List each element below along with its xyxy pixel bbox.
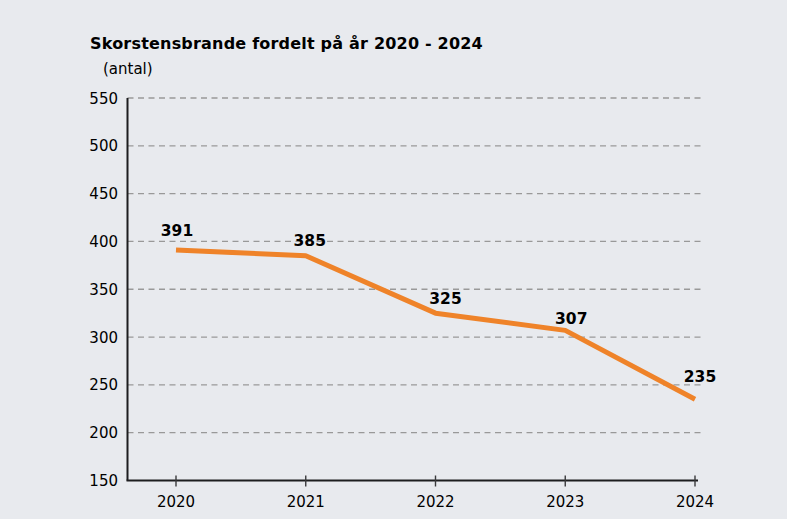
line-chart-plot-area: 150 200 250 300 350 400 450 500 550 2020 2021 2022 2… [0,0,787,519]
x-tick-label: 2022 [416,493,454,511]
y-tick-label: 400 [89,233,118,251]
page-bottom-margin [0,519,787,531]
y-tick-label: 450 [89,185,118,203]
y-tick-label: 550 [89,90,118,108]
data-label: 385 [294,232,326,250]
y-tick-label: 500 [89,137,118,155]
data-label: 391 [161,222,193,240]
x-tick-label: 2021 [287,493,325,511]
y-tick-label: 350 [89,281,118,299]
y-tick-label: 300 [89,329,118,347]
x-tick-label: 2024 [676,493,714,511]
y-tick-label: 200 [89,424,118,442]
data-label: 235 [684,368,716,386]
data-line [176,250,695,399]
x-tick-label: 2023 [546,493,584,511]
data-label: 325 [429,290,461,308]
data-label: 307 [555,310,587,328]
x-tick-label: 2020 [157,493,195,511]
y-tick-label: 150 [89,472,118,490]
chart-canvas: Skorstensbrande fordelt på år 2020 - 202… [0,0,787,519]
y-tick-label: 250 [89,376,118,394]
